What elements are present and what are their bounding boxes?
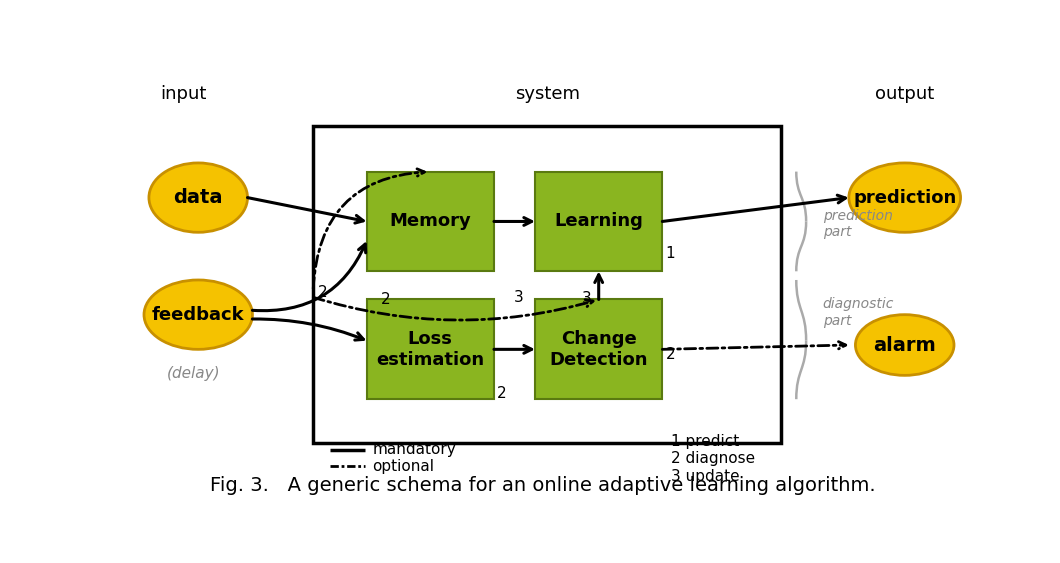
Text: 3: 3 [514,290,524,305]
Text: prediction: prediction [853,189,956,207]
FancyBboxPatch shape [535,172,662,271]
Text: system: system [515,85,580,103]
Text: alarm: alarm [873,336,936,355]
Ellipse shape [849,163,960,233]
Text: Fig. 3.   A generic schema for an online adaptive learning algorithm.: Fig. 3. A generic schema for an online a… [211,476,876,495]
Ellipse shape [148,163,247,233]
FancyBboxPatch shape [367,300,494,399]
Text: 2: 2 [318,285,328,301]
Text: diagnostic
part: diagnostic part [823,297,894,328]
Ellipse shape [144,280,252,349]
Text: Loss
estimation: Loss estimation [376,330,484,369]
Text: 3: 3 [582,291,591,306]
Text: prediction
part: prediction part [823,208,893,239]
FancyBboxPatch shape [367,172,494,271]
Text: data: data [174,188,223,207]
Text: 2: 2 [666,347,675,363]
FancyBboxPatch shape [535,300,662,399]
Text: Change
Detection: Change Detection [549,330,648,369]
Text: (delay): (delay) [167,366,220,381]
Text: 1: 1 [666,245,675,261]
Text: feedback: feedback [152,306,245,324]
Text: mandatory: mandatory [372,443,456,457]
Text: 1 predict
2 diagnose
3 update: 1 predict 2 diagnose 3 update [671,434,755,484]
Text: Memory: Memory [389,212,471,230]
Text: 2: 2 [496,386,507,401]
Text: Learning: Learning [554,212,643,230]
Text: optional: optional [372,459,435,474]
Text: 2: 2 [381,292,390,307]
Text: input: input [160,85,207,103]
Ellipse shape [855,315,954,376]
Text: output: output [876,85,934,103]
